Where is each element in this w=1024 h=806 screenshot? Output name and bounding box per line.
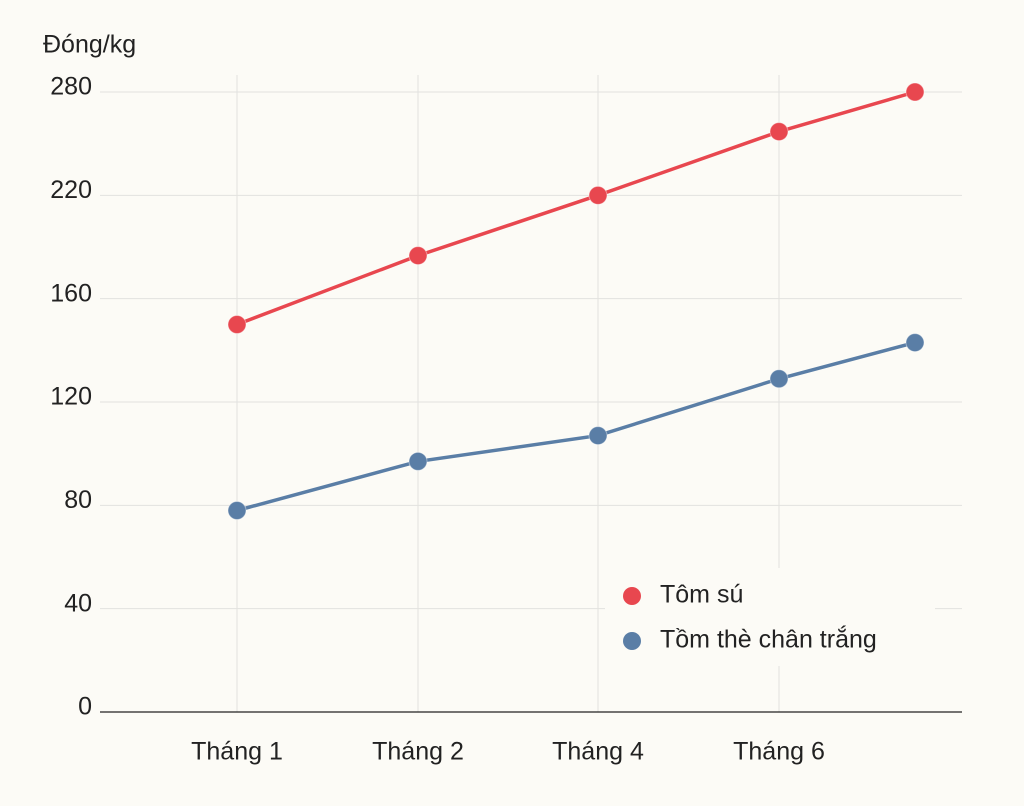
y-tick-label: 280 bbox=[50, 73, 92, 101]
data-point bbox=[769, 122, 789, 142]
y-tick-label: 80 bbox=[64, 486, 92, 514]
data-point bbox=[227, 501, 247, 520]
data-point bbox=[905, 82, 925, 102]
legend-box bbox=[605, 568, 935, 666]
legend-marker bbox=[623, 632, 641, 650]
legend-marker bbox=[623, 587, 641, 605]
y-axis-label: Đóng/kg bbox=[43, 31, 136, 59]
y-tick-label: 120 bbox=[50, 383, 92, 411]
x-tick-label: Tháng 4 bbox=[552, 738, 644, 766]
y-tick-label: 160 bbox=[50, 279, 92, 307]
data-point bbox=[588, 426, 608, 446]
x-tick-label: Tháng 6 bbox=[733, 738, 825, 766]
data-point bbox=[227, 315, 247, 334]
data-point bbox=[408, 451, 428, 471]
x-tick-label: Tháng 2 bbox=[372, 738, 464, 766]
y-tick-label: 40 bbox=[64, 589, 92, 617]
x-tick-label: Tháng 1 bbox=[191, 738, 283, 766]
data-point bbox=[408, 246, 428, 266]
y-tick-label: 220 bbox=[50, 176, 92, 204]
data-point bbox=[905, 333, 925, 353]
data-point bbox=[769, 369, 789, 389]
legend-label: Tồm thè chân trắng bbox=[660, 625, 877, 654]
legend-label: Tôm sú bbox=[660, 581, 743, 609]
y-tick-label: 0 bbox=[78, 693, 92, 721]
data-point bbox=[588, 185, 608, 205]
